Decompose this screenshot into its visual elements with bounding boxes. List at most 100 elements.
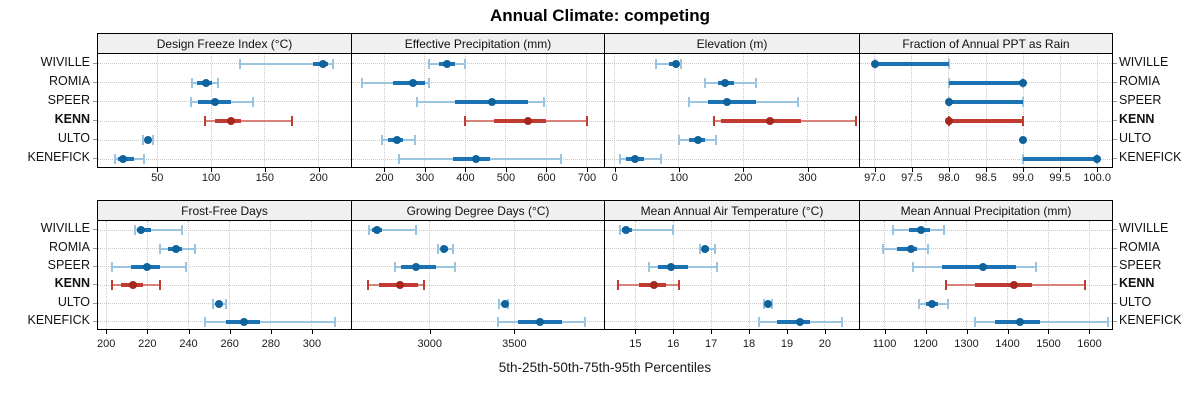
median-dot — [917, 226, 926, 235]
whisker-cap — [618, 154, 621, 165]
x-tick — [966, 330, 968, 334]
station-label-right: KENEFICK — [1119, 150, 1182, 165]
whisker-cap — [973, 316, 976, 327]
x-tick — [614, 168, 616, 172]
whisker-cap — [427, 58, 430, 69]
x-tick — [673, 330, 675, 334]
gridline-vertical — [229, 221, 231, 329]
gridline-horizontal — [860, 63, 1112, 65]
gridline-horizontal — [352, 303, 604, 304]
x-tick-label: 97.0 — [864, 172, 886, 184]
panel-plot — [604, 53, 860, 168]
row-tick-left — [93, 158, 97, 160]
gridline-vertical — [424, 54, 426, 167]
x-tick-label: 99.5 — [1049, 172, 1071, 184]
station-label-left: WIVILLE — [40, 221, 90, 236]
whisker-cap — [290, 116, 293, 127]
whisker-cap — [423, 280, 426, 291]
gridline-horizontal — [352, 321, 604, 323]
gridline-vertical — [311, 221, 313, 329]
gridline-vertical — [270, 221, 272, 329]
row-tick-left — [93, 229, 97, 231]
gridline-horizontal — [605, 158, 859, 160]
median-dot — [650, 281, 659, 290]
x-tick-label: 400 — [456, 172, 475, 184]
station-label-right: KENN — [1119, 112, 1155, 127]
gridline-vertical — [1047, 221, 1049, 329]
x-tick-label: 220 — [138, 338, 157, 350]
whisker-cap — [331, 58, 334, 69]
station-label-right: KENEFICK — [1119, 312, 1182, 327]
whisker-cap — [1106, 316, 1109, 327]
row-tick-right — [1113, 100, 1117, 102]
median-dot — [907, 244, 916, 253]
whisker-line — [135, 229, 183, 232]
x-tick-label: 260 — [220, 338, 239, 350]
whisker-cap — [796, 96, 799, 107]
gridline-vertical — [911, 54, 913, 167]
x-tick — [465, 168, 467, 172]
whisker-cap — [854, 116, 857, 127]
whisker-cap — [559, 154, 562, 165]
whisker-cap — [381, 135, 384, 146]
x-tick-label: 17 — [705, 338, 718, 350]
x-tick — [824, 330, 826, 334]
gridline-horizontal — [605, 266, 859, 268]
strip-title: Design Freeze Index (°C) — [156, 36, 293, 51]
x-tick — [505, 168, 507, 172]
whisker-cap — [881, 243, 884, 254]
row-tick-right — [1113, 139, 1117, 141]
gridline-horizontal — [352, 284, 604, 286]
x-tick — [678, 168, 680, 172]
median-dot — [501, 299, 510, 308]
median-dot — [535, 317, 544, 326]
x-tick-label: 98.0 — [938, 172, 960, 184]
x-tick-label: 1100 — [872, 338, 897, 350]
iqr-bar — [974, 283, 1033, 288]
whisker-cap — [151, 135, 154, 146]
station-label-left: KENEFICK — [27, 150, 90, 165]
panel-plot — [604, 220, 860, 330]
whisker-cap — [926, 243, 929, 254]
x-tick-label: 99.0 — [1012, 172, 1034, 184]
panel-plot — [351, 220, 605, 330]
gridline-vertical — [1022, 54, 1024, 167]
row-tick-right — [1113, 62, 1117, 64]
panel-plot — [859, 220, 1113, 330]
x-tick-label: 15 — [629, 338, 642, 350]
median-dot — [944, 117, 953, 126]
gridline-vertical — [807, 54, 809, 167]
whisker-line — [204, 320, 335, 323]
gridline-horizontal — [605, 284, 859, 286]
strip-title: Fraction of Annual PPT as Rain — [902, 36, 1070, 51]
median-dot — [870, 59, 879, 68]
median-dot — [143, 262, 152, 271]
median-dot — [1009, 281, 1018, 290]
whisker-cap — [413, 135, 416, 146]
whisker-cap — [427, 77, 430, 88]
x-tick — [874, 168, 876, 172]
x-tick-label: 300 — [302, 338, 322, 350]
x-tick — [546, 168, 548, 172]
whisker-cap — [185, 261, 188, 272]
x-tick — [948, 168, 950, 172]
station-label-left: ULTO — [57, 294, 90, 309]
gridline-vertical — [318, 54, 320, 167]
whisker-cap — [715, 135, 718, 146]
x-tick-label: 100 — [201, 172, 221, 184]
station-label-right: WIVILLE — [1119, 221, 1169, 236]
panel-strip: Design Freeze Index (°C) — [97, 33, 352, 54]
whisker-cap — [111, 261, 114, 272]
whisker-cap — [333, 316, 336, 327]
figure-title: Annual Climate: competing — [489, 6, 711, 25]
station-label-right: SPEER — [1119, 92, 1162, 107]
median-dot — [978, 262, 987, 271]
whisker-cap — [143, 154, 146, 165]
station-label-right: ROMIA — [1119, 73, 1160, 88]
x-tick-label: 3500 — [502, 338, 527, 350]
gridline-vertical — [614, 54, 616, 167]
x-tick — [384, 168, 386, 172]
x-tick-label: 1300 — [954, 338, 979, 350]
strip-title: Effective Precipitation (mm) — [404, 36, 552, 51]
x-tick-label: 200 — [734, 172, 753, 184]
